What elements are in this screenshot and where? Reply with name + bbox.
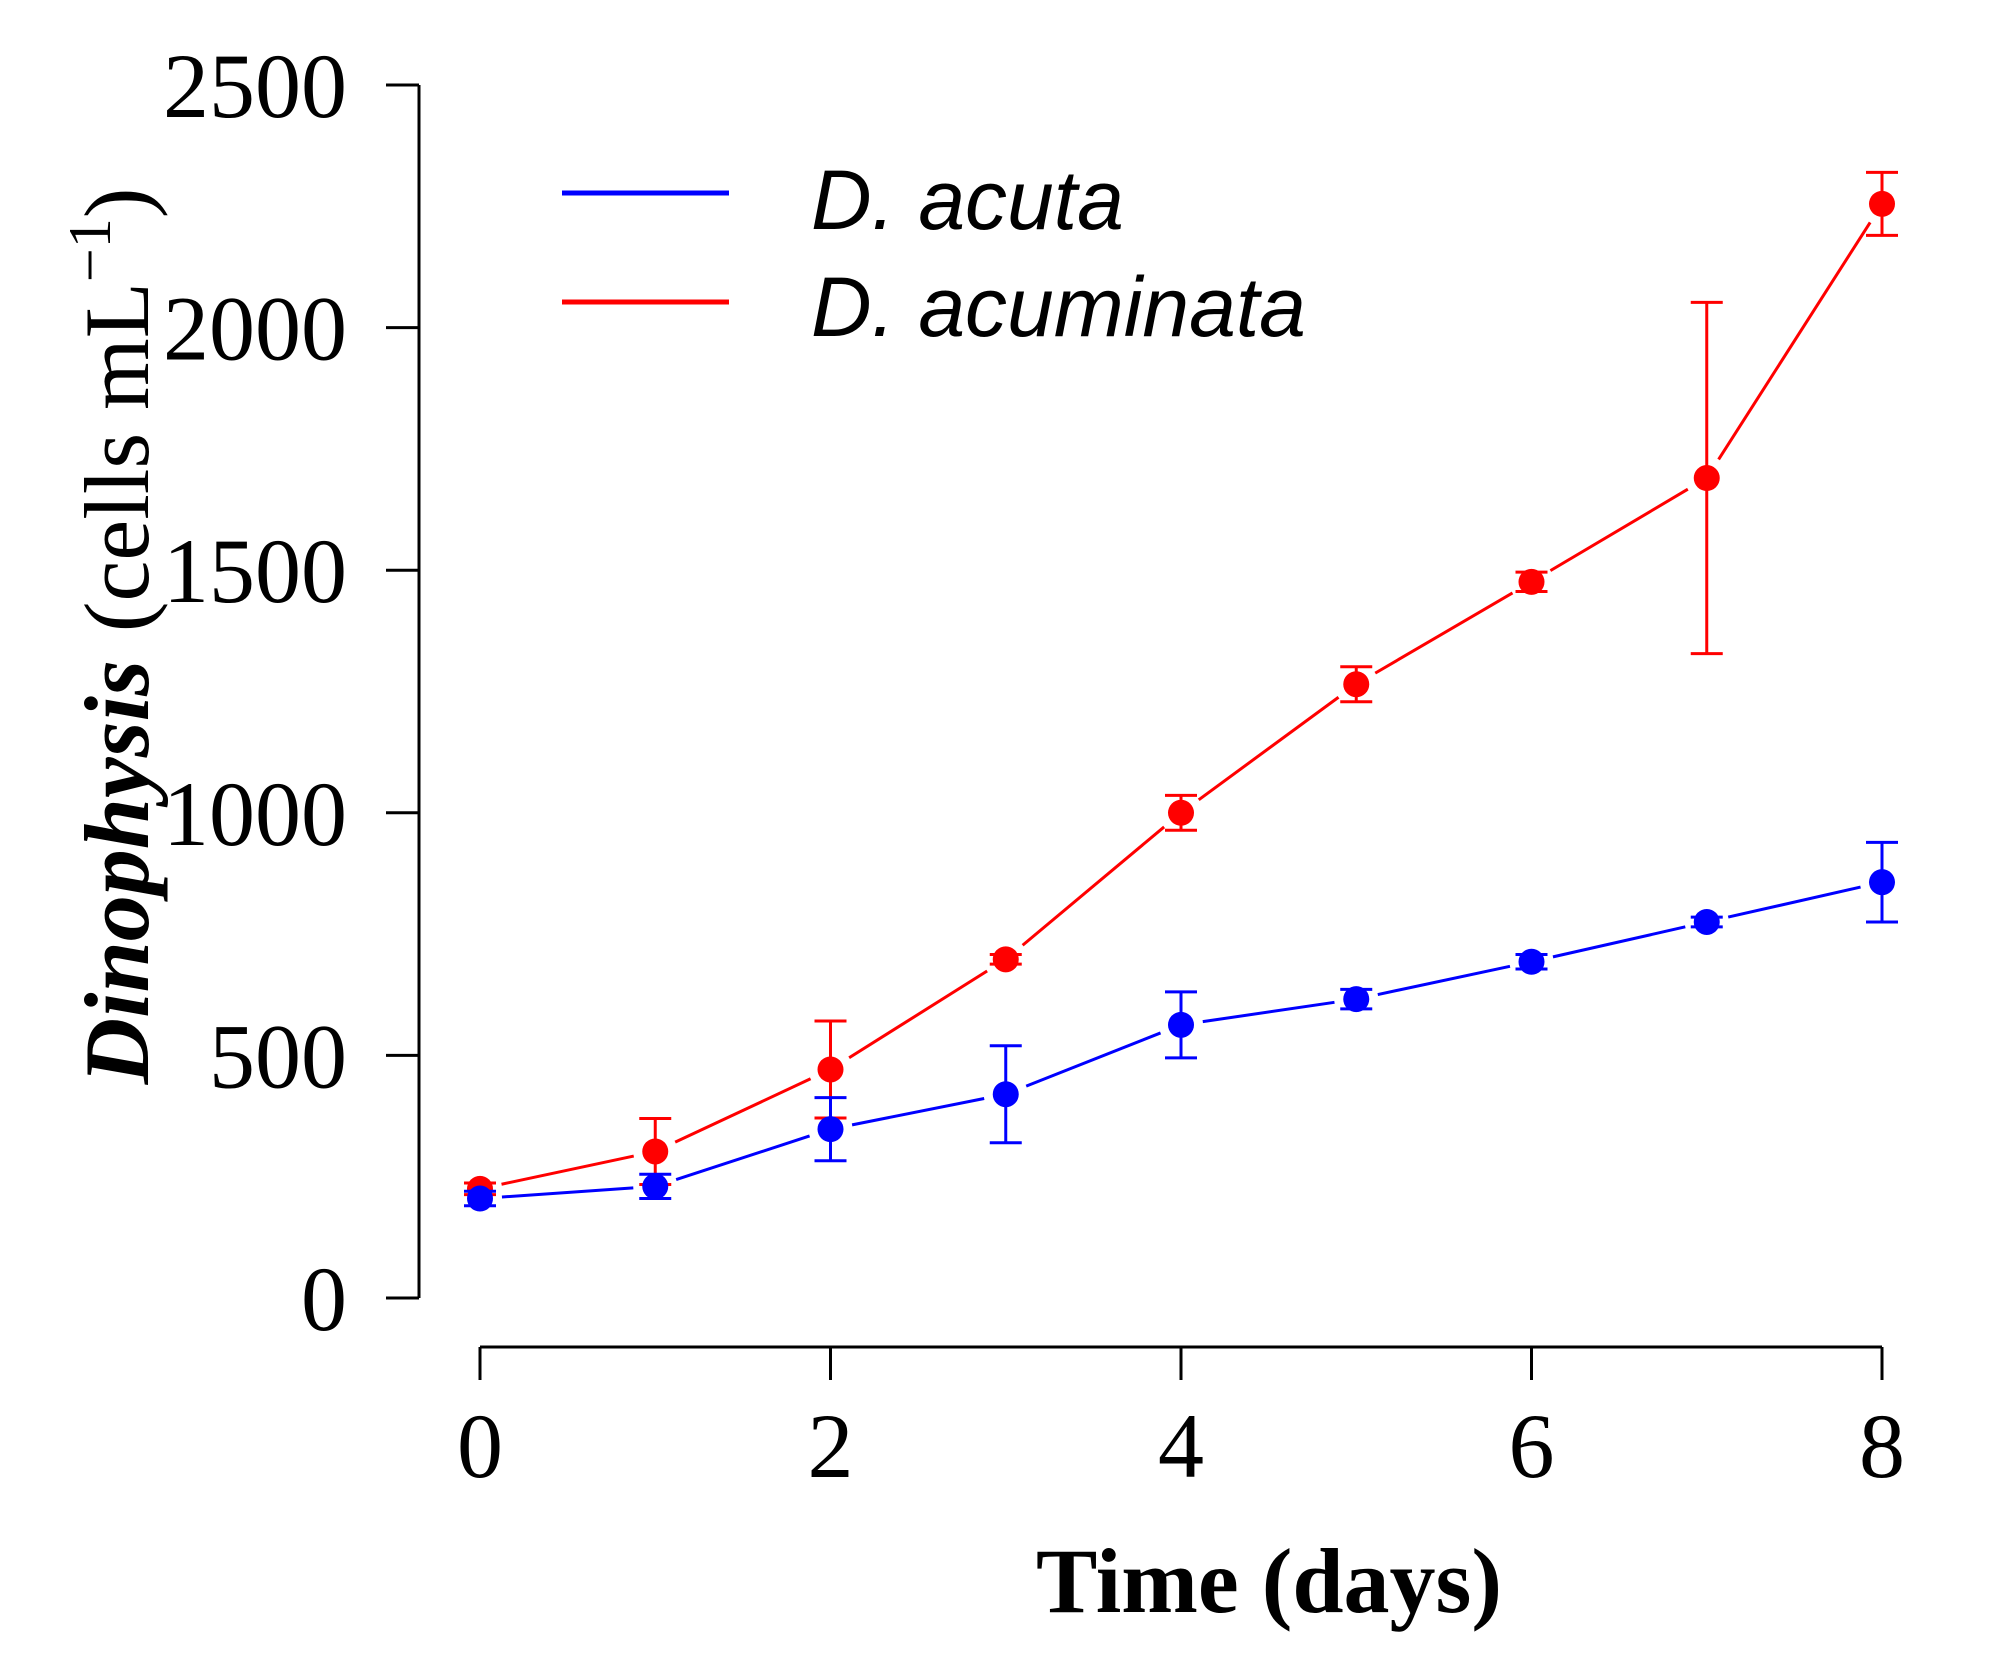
legend-label-d-acuta: D. acuta: [811, 153, 1124, 247]
series-line-segment: [1727, 885, 1861, 919]
data-point: [1343, 986, 1370, 1013]
data-point: [1869, 190, 1895, 217]
y-tick-label: 2500: [163, 35, 347, 137]
data-point: [467, 1185, 493, 1212]
series-line-segment: [501, 1154, 635, 1186]
series-line-segment: [1025, 1031, 1162, 1088]
data-point: [1343, 671, 1370, 698]
series-line-segment: [1197, 696, 1340, 801]
data-point: [1518, 948, 1545, 975]
series-line-segment: [1552, 925, 1686, 959]
series-line-segment: [1549, 487, 1689, 572]
series-line-segment: [501, 1186, 634, 1199]
data-point: [1693, 908, 1720, 935]
y-tick-label: 500: [209, 1005, 347, 1107]
series-line-segment: [848, 969, 988, 1060]
series-line-segment: [675, 1134, 811, 1181]
x-tick-label: 8: [1859, 1395, 1905, 1497]
y-axis-label-species: Dinophysis: [66, 660, 168, 1085]
data-point: [1518, 568, 1545, 595]
x-tick-label: 0: [457, 1395, 503, 1497]
x-tick-label: 6: [1509, 1395, 1555, 1497]
data-point: [642, 1138, 669, 1165]
data-point: [1869, 869, 1895, 896]
series-d-acuta: [464, 840, 1898, 1212]
plot-area: [464, 170, 1898, 1212]
series-line-segment: [1377, 964, 1511, 996]
y-axis-label-close: ): [66, 188, 168, 219]
y-tick-label: 2000: [163, 278, 347, 380]
y-axis-label-units: (cells mL: [66, 282, 168, 632]
series-line-segment: [851, 1097, 985, 1127]
series-line-segment: [674, 1077, 812, 1144]
data-point: [642, 1173, 669, 1200]
y-tick-label: 0: [301, 1248, 347, 1350]
data-point: [817, 1116, 844, 1143]
legend: D. acuta D. acuminata: [562, 153, 1306, 354]
data-point: [1168, 1011, 1194, 1038]
legend-label-d-acuminata: D. acuminata: [811, 260, 1306, 354]
x-tick-label: 4: [1158, 1395, 1204, 1497]
y-axis-label-exponent: −1: [57, 218, 123, 282]
x-axis-label: Time (days): [1036, 1530, 1502, 1632]
data-point: [992, 946, 1019, 973]
series-line-segment: [1374, 591, 1514, 675]
data-point: [1693, 465, 1720, 492]
series-line-segment: [1021, 825, 1166, 947]
x-tick-label: 2: [808, 1395, 854, 1497]
series-line-segment: [1717, 221, 1872, 461]
data-point: [992, 1081, 1019, 1108]
series-line-segment: [1202, 1000, 1335, 1024]
data-point: [817, 1056, 844, 1083]
data-point: [1168, 799, 1194, 826]
y-axis-label: Dinophysis (cells mL−1): [57, 188, 168, 1086]
axes: 0 500 1000 1500 2000 2500 0 2 4 6 8: [163, 35, 1905, 1497]
y-tick-label: 1500: [163, 520, 347, 622]
y-tick-label: 1000: [163, 763, 347, 865]
